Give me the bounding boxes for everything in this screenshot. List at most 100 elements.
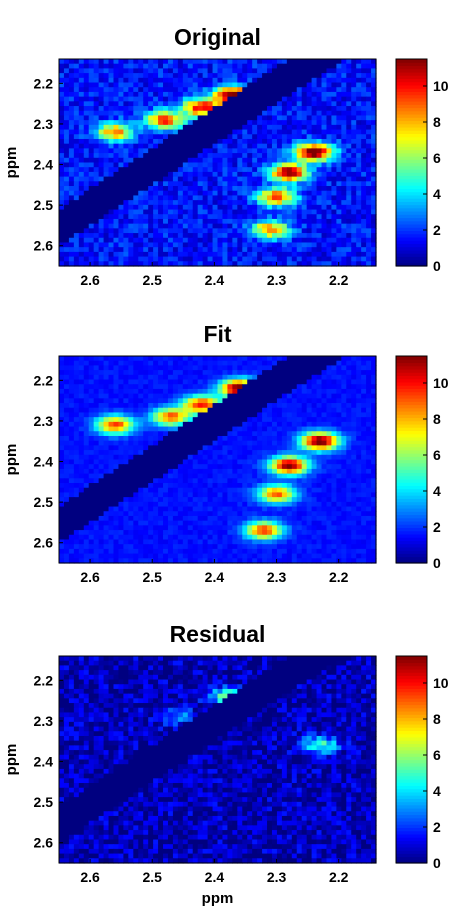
heatmap-cell <box>267 237 273 244</box>
heatmap-cell <box>361 209 367 215</box>
heatmap-cell <box>331 68 337 74</box>
heatmap-cell <box>68 473 75 479</box>
heatmap-cell <box>232 143 238 149</box>
heatmap-cell <box>356 261 362 267</box>
heatmap-cell <box>316 59 323 65</box>
heatmap-cell <box>187 167 194 173</box>
heatmap-cell <box>113 87 120 93</box>
heatmap-cell <box>108 148 115 154</box>
heatmap-cell <box>271 157 278 164</box>
heatmap-cell <box>158 473 164 479</box>
heatmap-cell <box>153 412 159 418</box>
heatmap-cell <box>316 247 323 253</box>
heatmap-cell <box>267 59 273 65</box>
heatmap-cell <box>187 153 194 159</box>
heatmap-cell <box>351 242 357 248</box>
heatmap-cell <box>63 195 70 201</box>
heatmap-cell <box>138 261 144 267</box>
heatmap-cell <box>361 454 367 461</box>
heatmap-cell <box>346 261 352 267</box>
heatmap-cell <box>172 478 179 484</box>
heatmap-cell <box>346 186 352 192</box>
heatmap-cell <box>197 506 204 512</box>
heatmap-cell <box>222 365 228 371</box>
heatmap-cell <box>306 171 313 178</box>
heatmap-cell <box>182 407 189 414</box>
heatmap-cell <box>217 384 224 390</box>
heatmap-cell <box>222 360 228 366</box>
heatmap-cell <box>237 501 243 508</box>
heatmap-cell <box>68 412 75 418</box>
heatmap-cell <box>108 87 115 93</box>
heatmap-cell <box>192 492 199 498</box>
heatmap-cell <box>202 157 209 164</box>
heatmap-cell <box>108 171 115 178</box>
heatmap-cell <box>172 87 179 93</box>
heatmap-cell <box>63 228 70 234</box>
heatmap-cell <box>351 218 357 225</box>
colorbar-step <box>396 113 427 118</box>
heatmap-cell <box>222 124 228 131</box>
heatmap-cell <box>371 68 377 74</box>
heatmap-cell <box>286 176 293 182</box>
heatmap-cell <box>356 162 362 168</box>
heatmap-cell <box>296 115 303 121</box>
heatmap-cell <box>217 497 224 503</box>
heatmap-cell <box>361 73 367 79</box>
heatmap-cell <box>177 374 184 381</box>
heatmap-cell <box>133 106 139 112</box>
heatmap-cell <box>128 506 134 512</box>
heatmap-cell <box>78 68 85 74</box>
heatmap-cell <box>172 228 179 234</box>
heatmap-cell <box>336 403 342 409</box>
heatmap-cell <box>276 171 283 178</box>
heatmap-cell <box>262 124 268 131</box>
y-tick-label: 2.4 <box>34 157 54 173</box>
heatmap-cell <box>257 120 263 126</box>
heatmap-cell <box>207 483 214 489</box>
heatmap-cell <box>163 96 169 102</box>
heatmap-cell <box>291 218 298 225</box>
heatmap-cell <box>128 388 134 395</box>
heatmap-cell <box>281 171 288 178</box>
heatmap-cell <box>118 379 124 385</box>
heatmap-cell <box>68 68 75 74</box>
heatmap-cell <box>153 251 159 258</box>
heatmap-cell <box>291 186 298 192</box>
heatmap-cell <box>331 379 337 385</box>
heatmap-cell <box>247 167 253 173</box>
heatmap-cell <box>306 59 313 65</box>
heatmap-cell <box>73 379 80 385</box>
heatmap-cell <box>351 120 357 126</box>
heatmap-cell <box>281 77 288 84</box>
heatmap-cell <box>167 492 174 498</box>
heatmap-cell <box>371 223 377 229</box>
heatmap-cell <box>252 492 258 498</box>
heatmap-cell <box>133 237 139 244</box>
heatmap-cell <box>267 228 273 234</box>
heatmap-cell <box>262 87 268 93</box>
heatmap-cell <box>192 110 199 117</box>
heatmap-cell <box>167 256 174 262</box>
heatmap-cell <box>331 73 337 79</box>
heatmap-cell <box>267 450 273 456</box>
heatmap-cell <box>356 379 362 385</box>
heatmap-cell <box>291 370 298 376</box>
heatmap-cell <box>123 124 129 131</box>
heatmap-cell <box>59 237 65 244</box>
heatmap-cell <box>68 388 75 395</box>
heatmap-cell <box>257 87 263 93</box>
heatmap-cell <box>167 68 174 74</box>
heatmap-cell <box>301 431 308 437</box>
heatmap-cell <box>336 473 342 479</box>
heatmap-cell <box>331 487 337 494</box>
heatmap-cell <box>123 176 129 182</box>
heatmap-cell <box>336 483 342 489</box>
heatmap-cell <box>118 204 124 211</box>
heatmap-cell <box>172 153 179 159</box>
heatmap-cell <box>237 171 243 178</box>
heatmap-cell <box>227 412 233 418</box>
heatmap-cell <box>361 426 367 432</box>
heatmap-cell <box>59 124 65 131</box>
heatmap-cell <box>143 242 149 248</box>
